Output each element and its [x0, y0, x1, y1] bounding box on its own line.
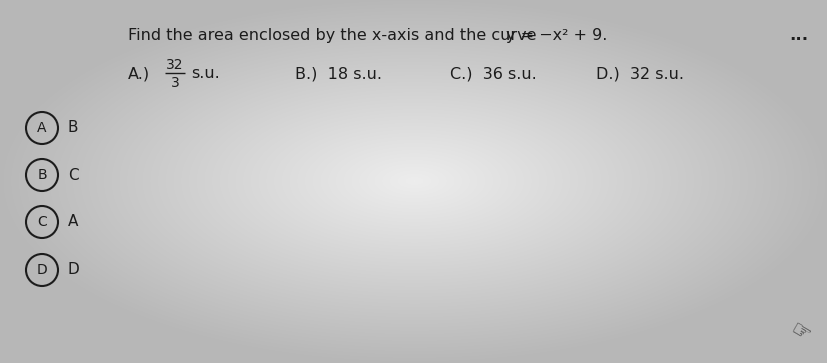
Text: D.)  32 s.u.: D.) 32 s.u.	[595, 66, 683, 82]
Text: C.)  36 s.u.: C.) 36 s.u.	[449, 66, 536, 82]
Text: 3: 3	[170, 76, 179, 90]
Text: A.): A.)	[128, 66, 150, 82]
Text: 32: 32	[166, 58, 184, 72]
Text: ...: ...	[788, 26, 807, 44]
Text: ☞: ☞	[786, 319, 813, 347]
Text: A: A	[68, 215, 79, 229]
Text: C: C	[68, 167, 79, 183]
Text: Find the area enclosed by the x-axis and the curve: Find the area enclosed by the x-axis and…	[128, 28, 541, 43]
Text: A: A	[37, 121, 46, 135]
Text: B: B	[37, 168, 47, 182]
Text: D: D	[36, 263, 47, 277]
Text: s.u.: s.u.	[191, 66, 219, 82]
Text: C: C	[37, 215, 47, 229]
Text: B: B	[68, 121, 79, 135]
Text: B.)  18 s.u.: B.) 18 s.u.	[294, 66, 381, 82]
Text: y = −x² + 9.: y = −x² + 9.	[505, 28, 607, 43]
Text: D: D	[68, 262, 79, 277]
